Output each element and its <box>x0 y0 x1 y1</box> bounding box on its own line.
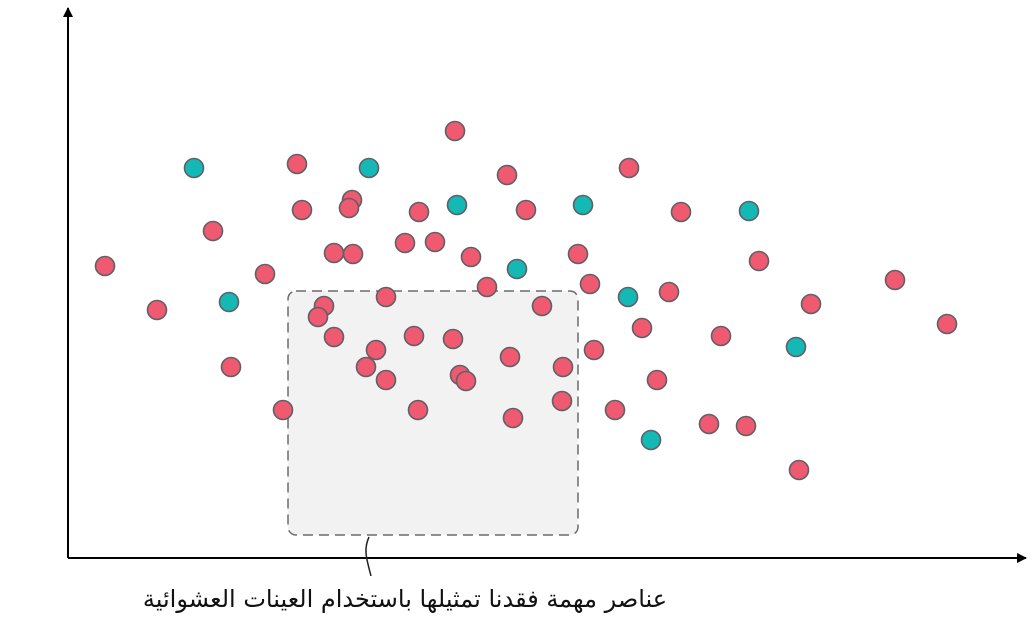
red-point <box>444 120 466 142</box>
red-point <box>424 231 446 253</box>
red-point <box>476 276 498 298</box>
red-point <box>499 346 521 368</box>
red-point <box>646 369 668 391</box>
red-point <box>407 399 429 421</box>
red-point <box>355 356 377 378</box>
teal-point <box>218 291 240 313</box>
red-point <box>583 339 605 361</box>
teal-point <box>358 157 380 179</box>
red-point <box>307 306 329 328</box>
red-point <box>670 201 692 223</box>
red-point <box>254 263 276 285</box>
red-point <box>800 293 822 315</box>
red-point <box>631 317 653 339</box>
red-point <box>551 390 573 412</box>
red-point <box>884 269 906 291</box>
red-point <box>342 243 364 265</box>
red-point <box>735 415 757 437</box>
red-point <box>936 313 958 335</box>
red-point <box>698 413 720 435</box>
red-point <box>146 299 168 321</box>
red-point <box>658 281 680 303</box>
red-point <box>496 164 518 186</box>
scatter-points <box>94 120 958 481</box>
red-point <box>442 328 464 350</box>
red-point <box>338 197 360 219</box>
red-point <box>286 153 308 175</box>
red-point <box>567 243 589 265</box>
red-point <box>375 369 397 391</box>
red-point <box>460 246 482 268</box>
red-point <box>455 370 477 392</box>
red-point <box>220 356 242 378</box>
red-point <box>403 325 425 347</box>
caption-text: عناصر مهمة فقدنا تمثيلها باستخدام العينا… <box>142 585 668 613</box>
teal-point <box>506 258 528 280</box>
red-point <box>394 232 416 254</box>
red-point <box>552 356 574 378</box>
teal-point <box>183 157 205 179</box>
red-point <box>272 399 294 421</box>
red-point <box>788 459 810 481</box>
red-point <box>375 286 397 308</box>
teal-point <box>640 429 662 451</box>
red-point <box>323 326 345 348</box>
red-point <box>531 295 553 317</box>
red-point <box>748 250 770 272</box>
teal-point <box>572 194 594 216</box>
red-point <box>618 157 640 179</box>
red-point <box>408 201 430 223</box>
teal-point <box>785 336 807 358</box>
red-point <box>710 325 732 347</box>
teal-point <box>446 194 468 216</box>
teal-point <box>738 200 760 222</box>
red-point <box>94 255 116 277</box>
teal-point <box>617 286 639 308</box>
red-point <box>604 399 626 421</box>
red-point <box>202 220 224 242</box>
red-point <box>579 273 601 295</box>
red-point <box>515 199 537 221</box>
red-point <box>365 339 387 361</box>
callout-line <box>365 536 372 577</box>
red-point <box>502 407 524 429</box>
red-point <box>323 242 345 264</box>
red-point <box>291 199 313 221</box>
